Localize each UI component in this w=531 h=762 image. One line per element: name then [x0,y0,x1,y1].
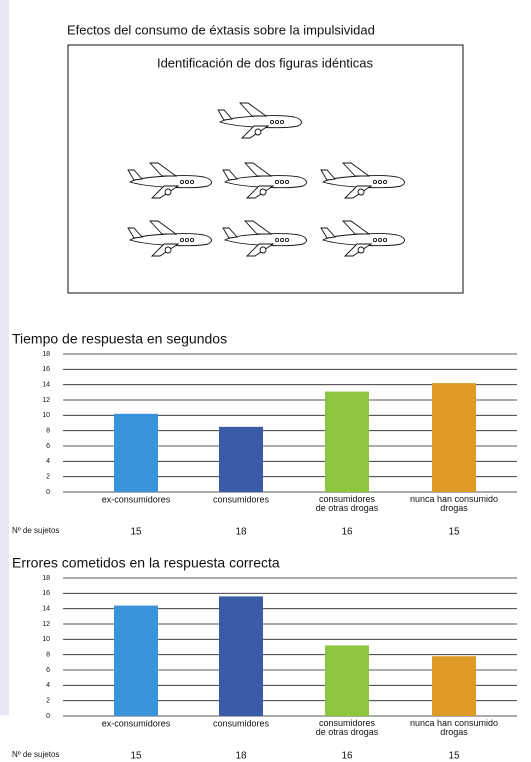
y-tick-label: 16 [42,590,50,597]
y-tick-label: 4 [46,682,50,689]
y-tick-label: 2 [46,474,50,481]
panel [67,44,464,294]
x-tick-label: nunca han consumido drogas [410,494,498,513]
bar [219,426,263,492]
y-tick-label: 18 [42,575,50,582]
subjects-value: 15 [130,527,142,538]
y-tick-label: 16 [42,366,50,373]
y-tick-label: 2 [46,698,50,705]
subjects-value: 16 [341,751,353,762]
y-tick-label: 10 [42,412,50,419]
bar [432,656,476,716]
y-tick-label: 6 [46,443,50,450]
y-tick-label: 14 [42,606,50,613]
bar [114,605,158,716]
subjects-value: 15 [448,751,460,762]
panel-title: Identificación de dos figuras idénticas [157,55,374,70]
bar [432,383,476,492]
x-tick-label: consumidores [213,494,270,504]
bar [325,645,369,716]
subjects-label: Nº de sujetos [12,526,59,535]
y-tick-label: 12 [42,621,50,628]
y-tick-label: 4 [46,458,50,465]
subjects-label: Nº de sujetos [12,750,59,759]
y-tick-label: 0 [46,713,50,720]
x-tick-label: ex-consumidores [102,494,171,504]
subjects-value: 18 [235,751,247,762]
y-tick-label: 12 [42,397,50,404]
y-tick-label: 18 [42,351,50,358]
subjects-value: 16 [341,527,353,538]
bar [325,391,369,492]
chart-title: Errores cometidos en la respuesta correc… [12,555,280,571]
x-tick-label: nunca han consumido drogas [410,718,498,737]
x-tick-label: ex-consumidores [102,718,171,728]
subjects-value: 15 [448,527,460,538]
x-tick-label: consumidores [213,718,270,728]
y-tick-label: 10 [42,636,50,643]
y-tick-label: 8 [46,652,50,659]
y-tick-label: 6 [46,667,50,674]
x-tick-label: consumidores de otras drogas [316,494,379,513]
subjects-value: 18 [235,527,247,538]
side-band [0,0,9,715]
y-tick-label: 0 [46,489,50,496]
bar [114,413,158,492]
subjects-value: 15 [130,751,142,762]
y-tick-label: 8 [46,428,50,435]
figure-title: Efectos del consumo de éxtasis sobre la … [67,22,375,37]
y-tick-label: 14 [42,382,50,389]
illustration [127,102,405,257]
chart-title: Tiempo de respuesta en segundos [12,331,227,347]
x-tick-label: consumidores de otras drogas [316,718,379,737]
bar [219,596,263,716]
